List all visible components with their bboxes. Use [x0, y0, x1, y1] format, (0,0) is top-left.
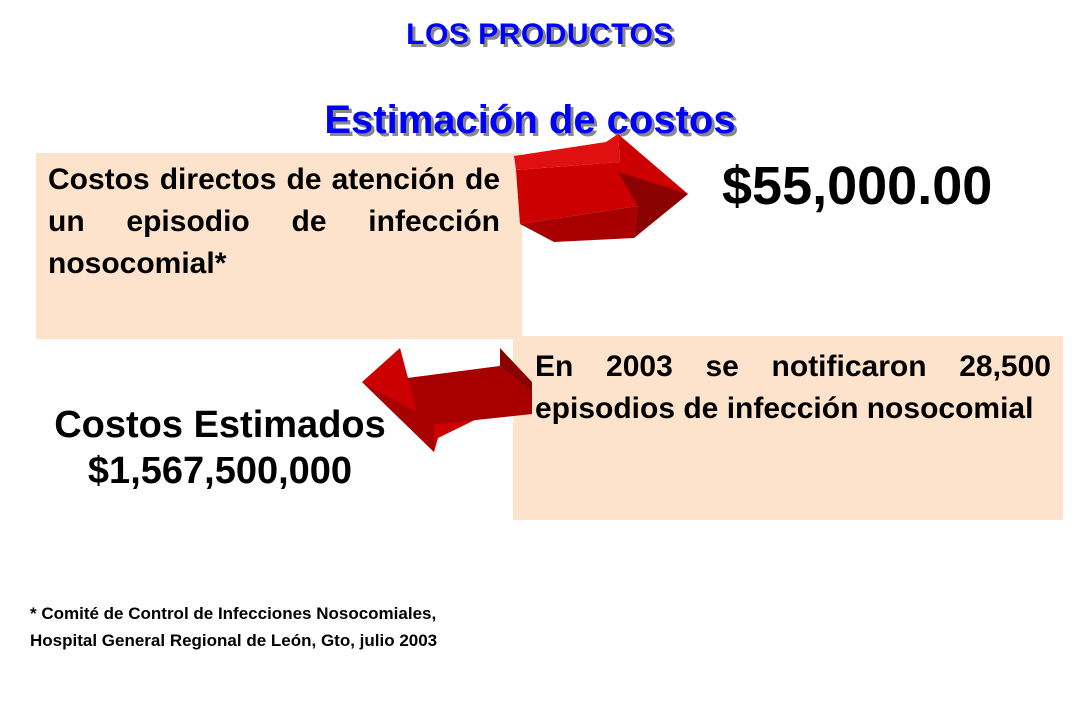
estimated-costs: Costos Estimados $1,567,500,000 — [20, 402, 420, 494]
estimate-label: Costos Estimados — [54, 404, 386, 446]
section-title: LOS PRODUCTOS — [406, 18, 674, 51]
episodes-text: En 2003 se notificaron 28,500 episodios … — [535, 350, 1051, 425]
direct-cost-box: Costos directos de atención de un episod… — [36, 153, 522, 339]
direct-cost-text: Costos directos de atención de un episod… — [48, 163, 500, 280]
footnote: * Comité de Control de Infecciones Nosoc… — [30, 604, 438, 650]
arrow-left-icon — [362, 348, 532, 452]
arrow-right-icon — [514, 134, 688, 242]
estimate-value: $1,567,500,000 — [87, 450, 353, 492]
episodes-box: En 2003 se notificaron 28,500 episodios … — [513, 336, 1063, 520]
unit-cost-value: $55,000.00 — [722, 156, 993, 216]
slide-title: Estimación de costos — [324, 98, 736, 142]
